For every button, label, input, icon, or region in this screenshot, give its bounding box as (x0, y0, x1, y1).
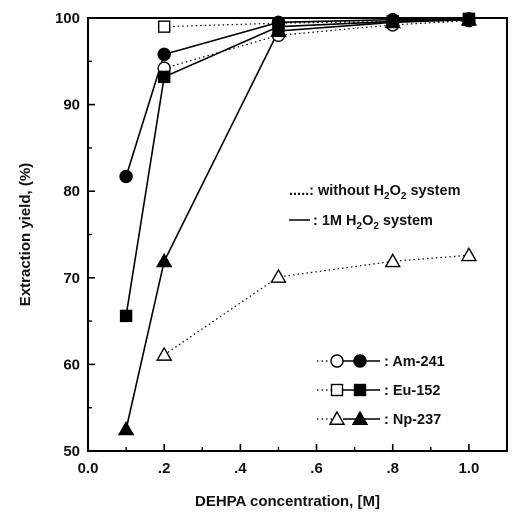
data-point-eu-152-filled (119, 309, 133, 323)
data-point-am-241-filled (157, 47, 171, 62)
y-tick-label: 80 (63, 183, 80, 200)
y-axis-title: Extraction yield, (%) (17, 163, 34, 306)
series-line-eu-152-h2o2 (125, 18, 469, 317)
x-tick-label: .4 (234, 460, 247, 477)
legend-open-marker (328, 410, 346, 425)
legend-label-triangle: : Np-237 (384, 412, 441, 428)
plot-frame (87, 17, 508, 452)
legend-without-h2o2: .....: without H2O2 system (289, 183, 460, 202)
x-axis-title: DEHPA concentration, [M] (195, 493, 380, 510)
x-tick-label: 1.0 (458, 460, 479, 477)
data-point-np-237-open (384, 252, 401, 268)
y-tick-label: 70 (63, 270, 80, 287)
legend-label-circle: : Am-241 (384, 354, 445, 370)
y-tick-label: 90 (63, 97, 80, 114)
x-tick-label: 0.0 (78, 460, 99, 477)
data-point-np-237-open (460, 246, 478, 262)
data-point-eu-152-open (157, 20, 171, 33)
data-point-eu-152-filled (157, 70, 171, 84)
y-tick-label: 60 (63, 356, 80, 373)
legend-open-marker (330, 354, 344, 368)
y-tick-label: 100 (55, 10, 80, 27)
legend-filled-marker (351, 410, 369, 425)
data-point-np-237-filled (155, 252, 173, 268)
legend-1m-h2o2: : 1M H2O2 system (313, 213, 433, 232)
series-line-am-241-h2o2 (125, 18, 469, 177)
data-point-np-237-filled (117, 420, 135, 436)
x-tick-label: .2 (158, 460, 171, 477)
y-tick-label: 50 (63, 443, 80, 460)
x-tick-label: .8 (386, 460, 399, 477)
data-point-np-237-filled (460, 11, 478, 26)
series-line-np-237-without-h2o2 (163, 254, 469, 356)
legend-filled-marker (353, 383, 367, 397)
data-point-np-237-filled (384, 13, 401, 29)
data-point-np-237-open (270, 268, 287, 283)
data-point-np-237-filled (270, 22, 287, 37)
data-point-np-237-open (155, 346, 173, 361)
legend-open-marker (330, 383, 344, 397)
legend-filled-marker (353, 354, 367, 368)
x-tick-label: .6 (310, 460, 323, 477)
data-point-am-241-filled (119, 169, 133, 184)
legend-label-square: : Eu-152 (384, 383, 440, 399)
